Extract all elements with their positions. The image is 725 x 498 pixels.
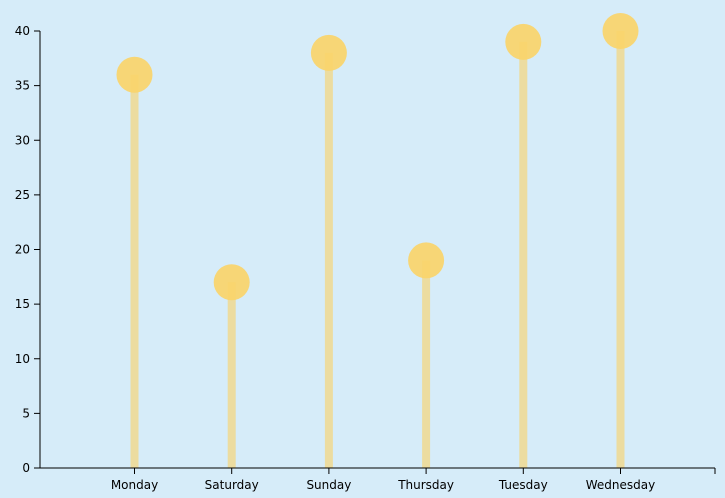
y-tick-label-30: 30 [15, 133, 30, 147]
x-tick-label-tuesday: Tuesday [498, 478, 548, 492]
y-tick-label-15: 15 [15, 297, 30, 311]
y-tick-label-5: 5 [22, 406, 30, 420]
x-tick-label-monday: Monday [111, 478, 158, 492]
y-tick-label-25: 25 [15, 188, 30, 202]
y-tick-label-40: 40 [15, 24, 30, 38]
y-tick-label-10: 10 [15, 352, 30, 366]
x-tick-label-sunday: Sunday [306, 478, 351, 492]
y-tick-label-35: 35 [15, 79, 30, 93]
dot-tuesday [505, 23, 542, 60]
x-tick-label-wednesday: Wednesday [586, 478, 655, 492]
y-axis: 0 5 10 15 20 25 30 35 40 [15, 24, 41, 475]
dot-sunday [310, 34, 347, 71]
y-tick-label-20: 20 [15, 243, 30, 257]
stems [130, 31, 625, 468]
dot-monday [116, 56, 153, 93]
dots [116, 13, 639, 301]
x-tick-label-saturday: Saturday [205, 478, 259, 492]
x-axis: Monday Saturday Sunday Thursday Tuesday Wedne… [40, 467, 716, 492]
y-tick-label-0: 0 [22, 461, 30, 475]
dot-saturday [213, 264, 250, 301]
dot-thursday [408, 242, 445, 279]
dot-wednesday [602, 13, 639, 49]
x-tick-label-thursday: Thursday [397, 478, 454, 492]
